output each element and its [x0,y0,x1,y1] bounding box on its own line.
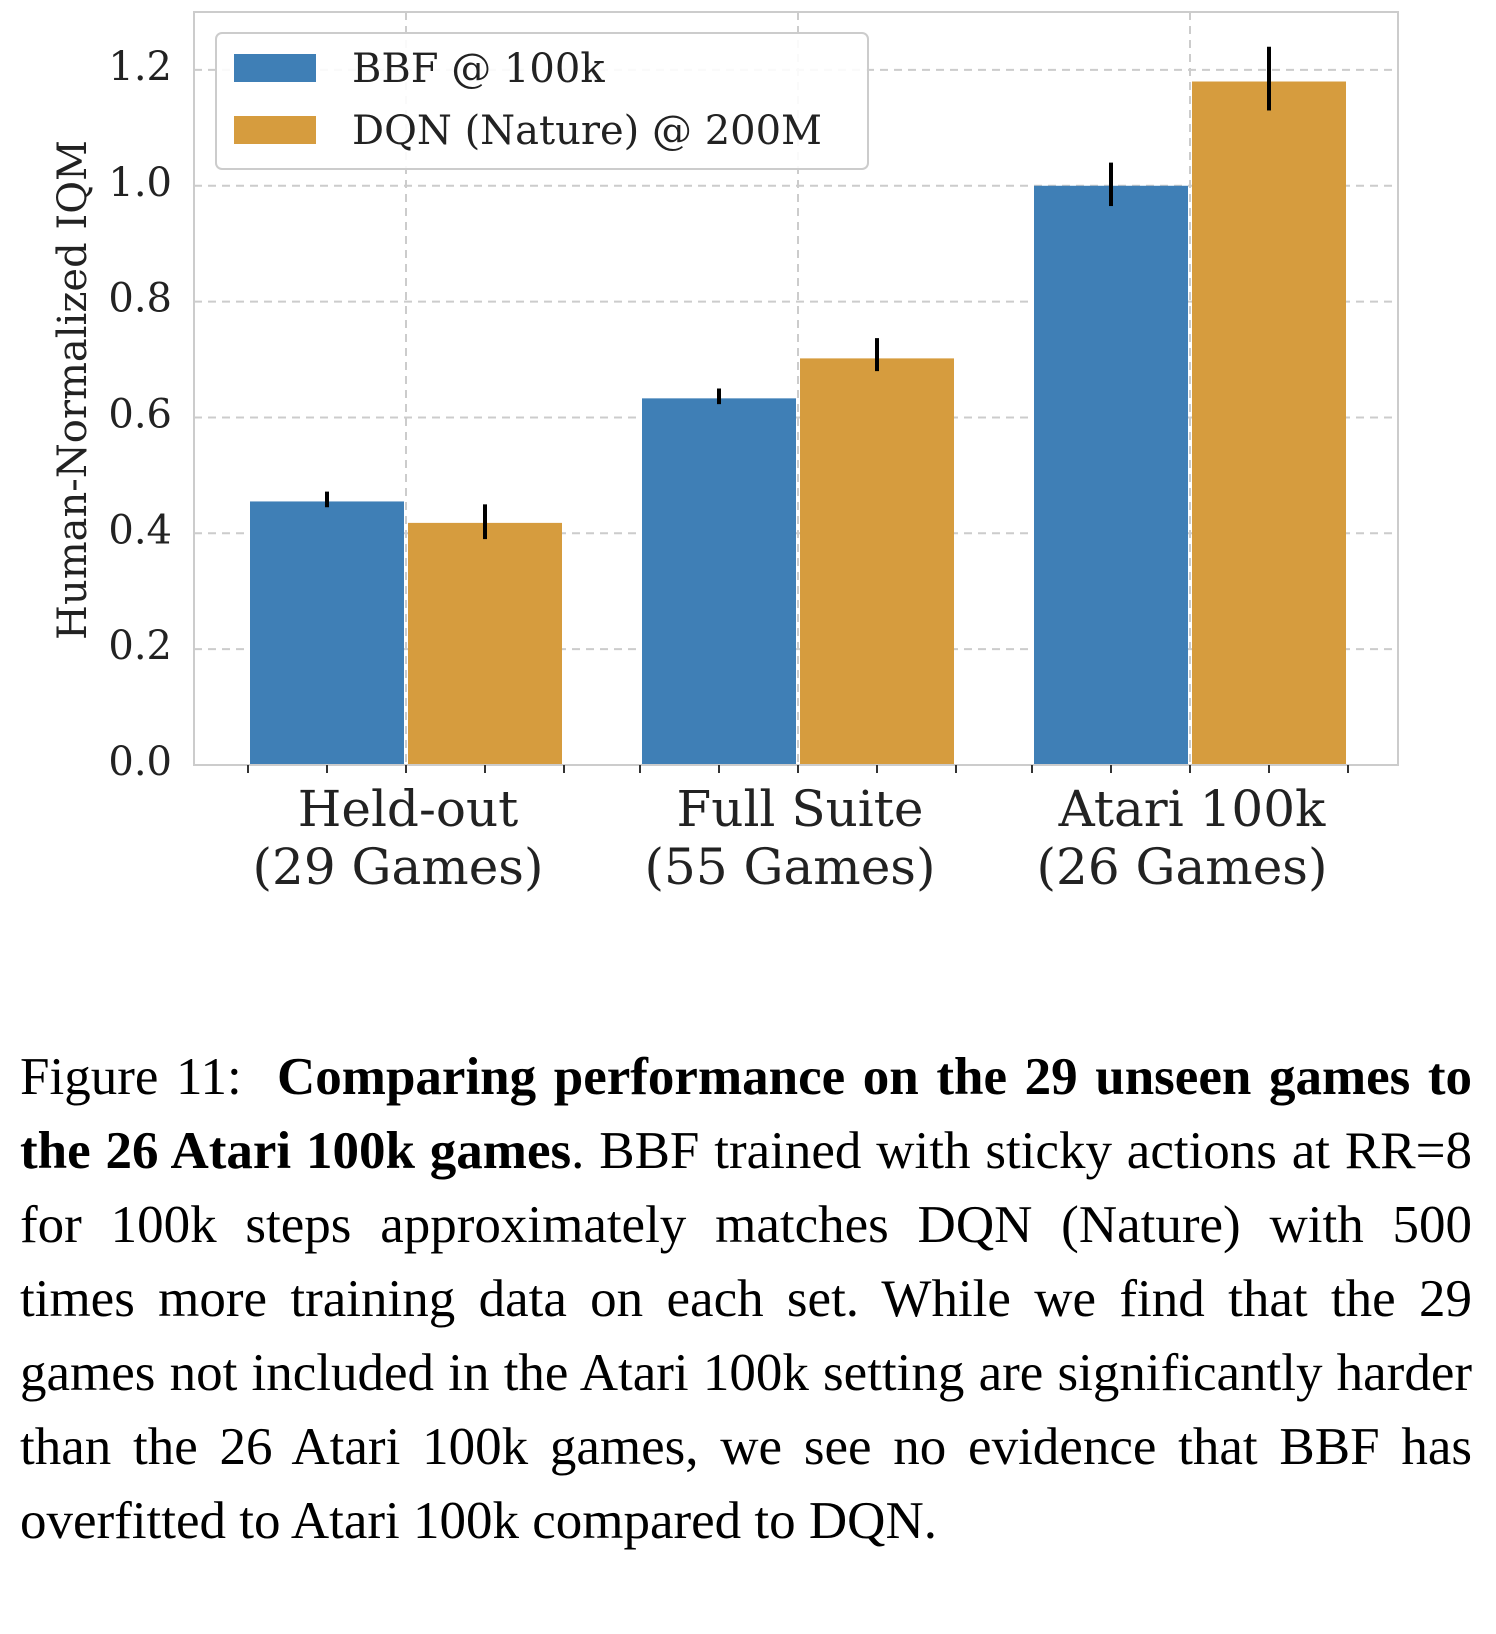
legend: BBF @ 100k DQN (Nature) @ 200M [215,32,869,170]
bar-dqn [1192,81,1346,765]
legend-swatch-dqn [234,116,316,144]
legend-swatch-bbf [234,54,316,82]
x-category-label: Held-out (29 Games) [253,780,544,896]
y-tick-label: 0.6 [108,391,172,437]
y-tick-label: 0.4 [108,507,172,553]
y-axis-label: Human-Normalized IQM [50,140,96,640]
x-category-label: Atari 100k (26 Games) [1037,780,1328,896]
plot-frame [193,11,1399,766]
figure-caption: Figure 11: Comparing performance on the … [20,1040,1472,1558]
legend-box [215,32,869,170]
caption-text: . BBF trained with sticky actions at RR=… [20,1122,1472,1550]
bar-dqn [408,522,562,765]
x-category-label: Full Suite (55 Games) [645,780,936,896]
y-tick-label: 1.2 [108,44,172,90]
bars-layer [250,81,1346,765]
error-bars-layer [325,46,1271,540]
y-tick-label: 1.0 [108,160,172,206]
legend-label-dqn: DQN (Nature) @ 200M [352,108,822,154]
y-tick-label: 0.8 [108,276,172,322]
bar-chart: 0.0 0.2 0.4 0.6 0.8 1.0 1.2 Held-out (29 Games) F… [50,11,1399,896]
chart-svg: 0.0 0.2 0.4 0.6 0.8 1.0 1.2 Held-out (29 Games) F… [50,11,1399,896]
bar-bbf [642,398,796,765]
y-tick-label: 0.2 [108,623,172,669]
y-tick-label: 0.0 [108,739,172,785]
bar-bbf [1034,185,1188,765]
caption-bold-title: Comparing performance on the 29 unseen g… [20,1048,1473,1180]
bar-dqn [800,358,954,765]
caption-label: Figure 11: [20,1048,242,1106]
axis-layer: 0.0 0.2 0.4 0.6 0.8 1.0 1.2 Held-out (29 Games) F… [108,44,1349,896]
legend-label-bbf: BBF @ 100k [352,46,605,92]
bar-bbf [250,501,404,765]
